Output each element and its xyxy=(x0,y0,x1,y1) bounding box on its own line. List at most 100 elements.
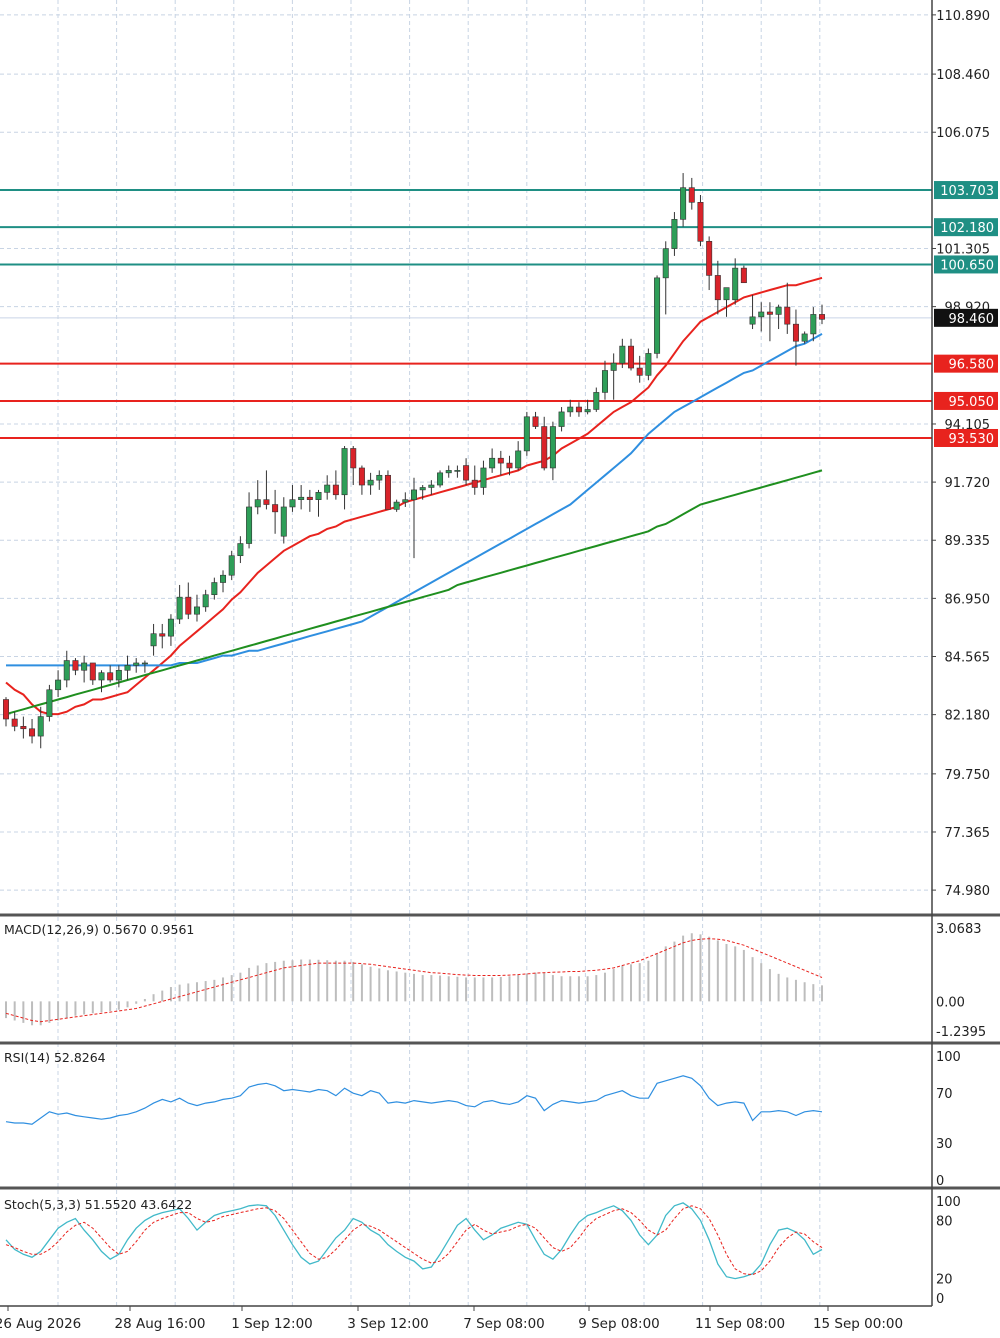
candle-body xyxy=(263,499,270,505)
resistance-tag: 103.703 xyxy=(940,184,994,199)
candle-body xyxy=(506,462,513,469)
stoch-tick-label: 100 xyxy=(936,1195,961,1210)
price-tick-label: 110.890 xyxy=(936,9,990,24)
rsi-tick-label: 70 xyxy=(936,1087,953,1102)
macd-title: MACD(12,26,9) 0.5670 0.9561 xyxy=(4,922,194,937)
price-tick-label: 86.950 xyxy=(945,592,991,607)
candle-body xyxy=(133,662,140,666)
support-tag: 96.580 xyxy=(949,358,995,373)
resistance-tag: 102.180 xyxy=(940,221,994,236)
candle-body xyxy=(272,504,279,513)
candle-body xyxy=(220,574,227,583)
rsi-title: RSI(14) 52.8264 xyxy=(4,1050,106,1065)
candle-body xyxy=(98,672,105,681)
candle-body xyxy=(619,345,626,364)
candle-body xyxy=(749,316,756,325)
candle-body xyxy=(628,345,635,369)
stoch-tick-label: 0 xyxy=(936,1292,944,1307)
time-tick-label: 1 Sep 12:00 xyxy=(231,1316,313,1332)
candle-body xyxy=(411,489,417,500)
price-tick-label: 101.305 xyxy=(936,242,990,257)
candle-body xyxy=(193,606,200,615)
candle-body xyxy=(662,248,669,279)
candle-body xyxy=(367,479,374,486)
candle-body xyxy=(341,448,348,496)
resistance-tag: 100.650 xyxy=(940,258,994,273)
candle-body xyxy=(89,662,96,681)
candle-body xyxy=(150,633,157,647)
support-tag: 95.050 xyxy=(949,395,995,410)
candle-body xyxy=(107,672,114,681)
candle-body xyxy=(124,665,131,671)
candle-body xyxy=(801,333,808,342)
candle-body xyxy=(115,669,122,681)
candle-body xyxy=(610,362,617,371)
stoch-panel xyxy=(5,1202,823,1280)
price-tick-label: 108.460 xyxy=(936,68,990,83)
candle-body xyxy=(480,467,487,488)
candle-body xyxy=(636,367,643,376)
candle-body xyxy=(601,370,608,393)
stoch-tick-label: 80 xyxy=(936,1214,953,1229)
candle-body xyxy=(81,662,88,671)
candle-body xyxy=(758,311,765,318)
rsi-line xyxy=(5,1075,823,1125)
candle-body xyxy=(280,506,287,537)
candle-body xyxy=(575,406,582,413)
candle-body xyxy=(697,201,704,242)
candle-body xyxy=(46,689,53,717)
price-panel xyxy=(0,173,932,749)
candle-body xyxy=(766,311,773,315)
candle-body xyxy=(489,457,496,469)
support-tag: 93.530 xyxy=(949,432,995,447)
price-tick-label: 77.365 xyxy=(945,826,991,841)
resistance-tag-bg xyxy=(934,218,998,237)
resistance-tag-bg xyxy=(934,181,998,200)
candle-body xyxy=(246,506,253,544)
price-tick-label: 82.180 xyxy=(945,709,991,724)
candle-body xyxy=(428,484,435,488)
candle-body xyxy=(29,728,36,737)
candle-body xyxy=(298,496,305,500)
time-tick-label: 11 Sep 08:00 xyxy=(695,1316,785,1332)
sma-50-line xyxy=(6,333,823,667)
candle-body xyxy=(723,287,730,301)
candle-body xyxy=(350,448,357,469)
candle-body xyxy=(706,240,713,276)
candle-body xyxy=(463,465,470,481)
time-tick-label: 15 Sep 00:00 xyxy=(813,1316,903,1332)
stoch-signal-line xyxy=(5,1205,823,1276)
candle-body xyxy=(740,267,747,284)
candle-body xyxy=(393,501,400,510)
candle-body xyxy=(159,633,166,637)
time-tick-label: 28 Aug 16:00 xyxy=(114,1316,205,1332)
support-tag-bg xyxy=(934,391,998,410)
candle-body xyxy=(515,450,522,469)
candle-body xyxy=(141,662,148,665)
price-tick-label: 89.335 xyxy=(945,534,991,549)
candle-body xyxy=(289,499,296,508)
candle-body xyxy=(732,267,739,301)
candle-body xyxy=(497,457,504,464)
candle-body xyxy=(567,406,574,413)
candle-body xyxy=(471,479,478,488)
candle-body xyxy=(671,219,678,249)
candle-body xyxy=(645,353,652,376)
rsi-tick-label: 100 xyxy=(936,1050,961,1065)
rsi-panel xyxy=(5,1075,823,1125)
candle-body xyxy=(819,314,825,320)
candle-body xyxy=(176,596,183,620)
candle-body xyxy=(358,467,365,486)
candle-body xyxy=(237,543,244,557)
candle-body xyxy=(63,660,70,681)
candle-body xyxy=(784,306,791,325)
candle-body xyxy=(523,416,530,452)
candle-body xyxy=(654,277,661,354)
candle-body xyxy=(584,409,591,413)
candle-body xyxy=(549,426,556,469)
resistance-tag-bg xyxy=(934,255,998,274)
macd-tick-label: 3.0683 xyxy=(936,922,982,937)
time-tick-label: 9 Sep 08:00 xyxy=(578,1316,660,1332)
candle-body xyxy=(376,474,383,481)
